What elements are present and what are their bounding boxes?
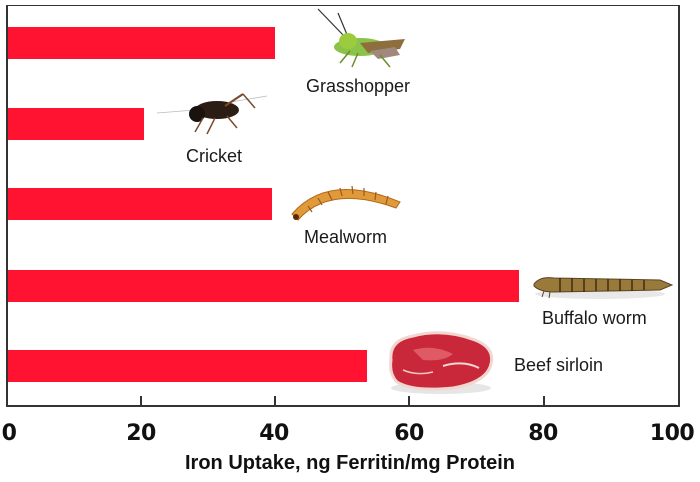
x-tick-label-20: 20	[126, 421, 156, 446]
label-buffalo-worm: Buffalo worm	[542, 308, 647, 328]
label-cricket: Cricket	[186, 146, 243, 166]
x-axis-label: Iron Uptake, ng Ferritin/mg Protein	[184, 452, 516, 474]
label-mealworm: Mealworm	[304, 227, 388, 247]
mealworm-icon	[291, 185, 401, 221]
x-tick-label-40: 40	[259, 421, 289, 446]
bar-grasshopper	[8, 27, 275, 59]
bar-buffalo-worm	[8, 270, 519, 302]
label-grasshopper: Grasshopper	[306, 76, 411, 96]
grasshopper-icon	[317, 8, 405, 68]
x-tick-label-0: 0	[1, 421, 17, 446]
plot-area	[6, 5, 680, 407]
label-beef-sirloin: Beef sirloin	[514, 355, 604, 375]
buffalo-worm-icon	[533, 277, 674, 299]
x-tick-label-80: 80	[528, 421, 558, 446]
bar-mealworm	[8, 188, 272, 220]
x-tick-60	[408, 396, 410, 406]
x-tick-80	[543, 396, 545, 406]
cricket-icon	[156, 93, 268, 135]
bar-cricket	[8, 108, 144, 140]
beef-sirloin-icon	[389, 331, 494, 394]
x-tick-40	[274, 396, 276, 406]
x-tick-20	[140, 396, 142, 406]
bar-beef-sirloin	[8, 350, 367, 382]
x-tick-label-100: 100	[649, 421, 695, 446]
x-tick-label-60: 60	[394, 421, 424, 446]
